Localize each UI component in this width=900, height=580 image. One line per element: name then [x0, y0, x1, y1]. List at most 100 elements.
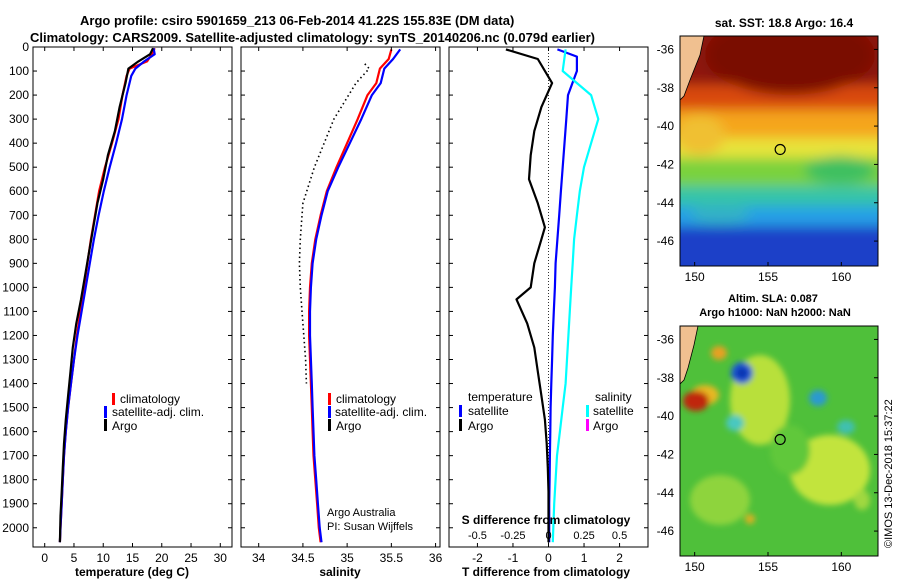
temperature-lines [58, 47, 156, 543]
lat-tick-label: -44 [657, 486, 675, 500]
x-tick-label: 2 [616, 551, 623, 565]
y-tick-label: 1400 [2, 377, 29, 391]
legend-label-argo: Argo [112, 419, 138, 433]
x-tick-label: 36 [429, 551, 443, 565]
lat-tick-label: -42 [657, 157, 675, 171]
difference-xlabel: T difference from climatology [462, 565, 630, 579]
sst-frame [679, 35, 879, 267]
salinity-plot-frame [240, 46, 441, 548]
series-satellite [548, 48, 579, 543]
sla-lat-ticks: -36 -38 -40 -42 -44 -46 [657, 332, 878, 538]
x-tick-label: 35 [340, 551, 354, 565]
legend-title-salinity: salinity [595, 390, 632, 404]
sla-lon-ticks: 150 155 160 [685, 552, 852, 574]
difference-ticks: -2 -1 0 1 2 [449, 46, 648, 565]
x-tick-label: 15 [126, 551, 140, 565]
lat-tick-label: -46 [657, 524, 675, 538]
lon-tick-label: 160 [831, 560, 851, 574]
s-tick-label: -0.25 [500, 530, 525, 542]
sst-argo-marker [774, 143, 786, 156]
y-tick-label: 600 [9, 184, 29, 198]
y-tick-label: 1500 [2, 401, 29, 415]
sst-title: sat. SST: 18.8 Argo: 16.4 [715, 16, 854, 30]
lon-tick-label: 160 [831, 270, 851, 284]
x-tick-label: 25 [184, 551, 198, 565]
lon-tick-label: 155 [758, 560, 778, 574]
x-tick-label: 0 [545, 551, 552, 565]
y-tick-label: 100 [9, 64, 29, 78]
x-tick-label: 20 [155, 551, 169, 565]
legend-swatch-argo [104, 419, 107, 431]
sla-title: Altim. SLA: 0.087 [728, 293, 818, 305]
legend-swatch-s-satellite [586, 405, 589, 417]
x-tick-label: -2 [472, 551, 483, 565]
lat-tick-label: -40 [657, 409, 675, 423]
s-tick-label: 0.25 [573, 530, 594, 542]
legend-label-t-satellite: satellite [468, 404, 509, 418]
y-tick-label: 300 [9, 112, 29, 126]
legend-label-argo: Argo [336, 419, 362, 433]
sla-map: Altim. SLA: 0.087 Argo h1000: NaN h2000:… [657, 293, 879, 574]
legend-label-s-satellite: satellite [593, 404, 634, 418]
salinity-xlabel: salinity [319, 565, 361, 579]
s-difference-label: S difference from climatology [462, 513, 631, 527]
imos-credit: ©IMOS 13-Dec-2018 15:37:22 [883, 399, 895, 548]
s-difference-ticks: -0.5 -0.25 0 0.25 0.5 [468, 530, 627, 542]
legend-swatch-climatology [112, 393, 115, 405]
sla-image [680, 326, 878, 556]
lon-tick-label: 150 [685, 270, 705, 284]
sla-frame [679, 325, 879, 557]
series-salinity-satellite [551, 49, 600, 543]
lon-tick-label: 150 [685, 560, 705, 574]
legend-label-s-argo: Argo [593, 419, 619, 433]
legend-swatch-t-argo [459, 419, 462, 431]
y-tick-label: 800 [9, 232, 29, 246]
y-tick-label: 500 [9, 160, 29, 174]
x-tick-label: 34 [252, 551, 266, 565]
legend-swatch-satellite [328, 406, 331, 418]
y-tick-label: 1300 [2, 353, 29, 367]
legend-title-temperature: temperature [468, 390, 533, 404]
salinity-ticks: 34 34.5 35 35.5 36 [241, 46, 443, 565]
y-tick-label: 400 [9, 136, 29, 150]
y-tick-label: 900 [9, 256, 29, 270]
legend-swatch-satellite [104, 406, 107, 418]
x-tick-label: 30 [214, 551, 228, 565]
lat-tick-label: -46 [657, 234, 675, 248]
sla-argo-marker [774, 433, 786, 446]
x-tick-label: 35.5 [380, 551, 404, 565]
lon-tick-label: 155 [758, 270, 778, 284]
legend-swatch-t-satellite [459, 405, 462, 417]
legend-swatch-s-argo [586, 419, 589, 431]
lat-tick-label: -38 [657, 371, 675, 385]
legend-swatch-argo [328, 419, 331, 431]
series-argo [505, 48, 554, 543]
lat-tick-label: -36 [657, 332, 675, 346]
legend-label-t-argo: Argo [468, 419, 494, 433]
temperature-ticks: 0 5 10 15 20 25 300100200300400500600700800900… [2, 40, 232, 565]
y-tick-label: 1000 [2, 280, 29, 294]
sla-subtitle: Argo h1000: NaN h2000: NaN [699, 307, 851, 319]
s-tick-label: 0 [545, 530, 551, 542]
y-tick-label: 1100 [3, 304, 29, 318]
legend-label-climatology: climatology [336, 392, 396, 406]
legend-label-satellite: satellite-adj. clim. [335, 405, 427, 419]
series-argo [58, 47, 154, 543]
x-tick-label: 0 [41, 551, 48, 565]
y-tick-label: 200 [9, 88, 29, 102]
difference-lines [505, 47, 600, 547]
salinity-legend: climatology satellite-adj. clim. Argo [328, 392, 427, 433]
legend-label-satellite: satellite-adj. clim. [112, 405, 204, 419]
series-satellite-adj-clim- [308, 48, 402, 543]
y-tick-label: 700 [9, 208, 29, 222]
y-tick-label: 1600 [2, 425, 29, 439]
x-tick-label: 10 [97, 551, 111, 565]
sst-lat-ticks: -36 -38 -40 -42 -44 -46 [657, 42, 878, 248]
y-tick-label: 1700 [2, 449, 29, 463]
y-tick-label: 2000 [2, 521, 29, 535]
x-tick-label: 5 [71, 551, 78, 565]
salinity-lines [298, 48, 402, 543]
temperature-xlabel: temperature (deg C) [75, 565, 189, 579]
lat-tick-label: -36 [657, 42, 675, 56]
